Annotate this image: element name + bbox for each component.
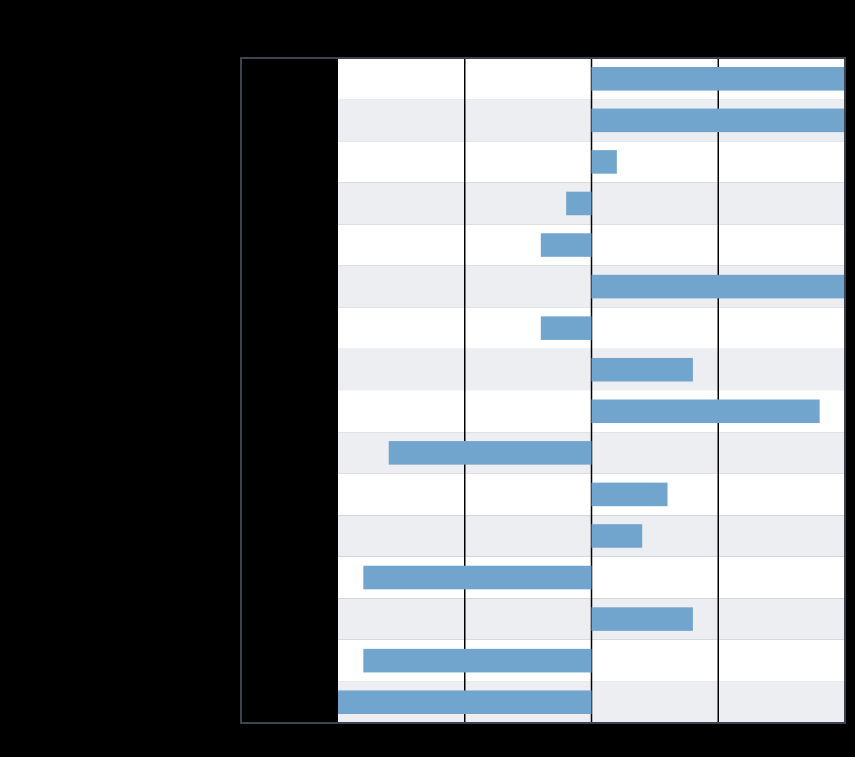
bar-series <box>338 67 845 714</box>
bar <box>338 690 592 714</box>
bar <box>363 648 592 673</box>
bar <box>591 150 617 174</box>
bar <box>540 233 592 257</box>
bar <box>540 316 592 340</box>
plot-frame <box>240 57 846 724</box>
bar <box>363 565 592 590</box>
bar <box>566 191 592 216</box>
bar <box>591 524 643 548</box>
bar <box>591 108 845 133</box>
bar <box>591 67 845 91</box>
bar <box>388 441 592 465</box>
bar <box>591 399 820 424</box>
bar <box>591 482 668 507</box>
bar <box>591 357 693 382</box>
bar <box>591 274 845 299</box>
bar <box>591 607 693 631</box>
